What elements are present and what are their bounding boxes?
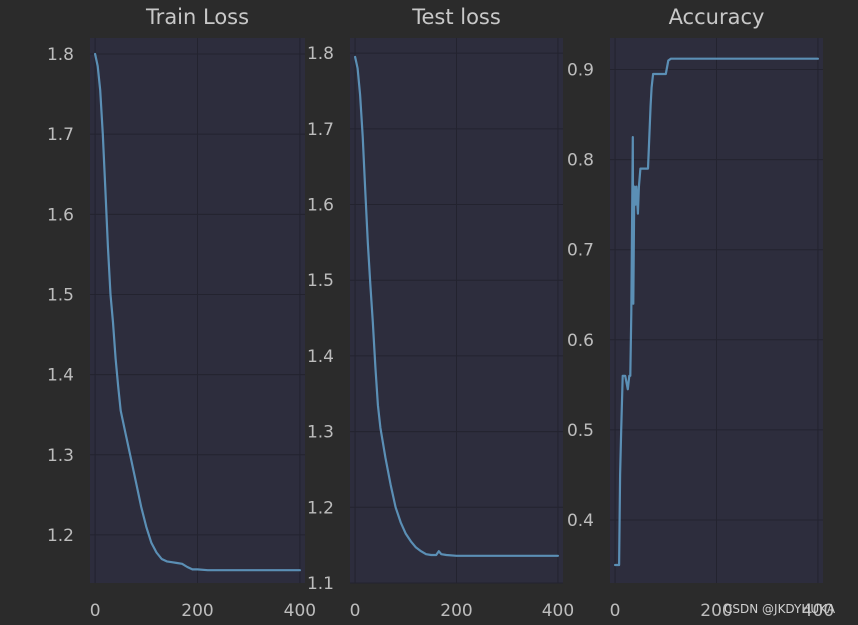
x-tick-label: 400: [802, 601, 834, 621]
x-tick-label: 400: [284, 601, 316, 621]
y-tick-label: 1.4: [307, 347, 334, 367]
y-tick-label: 1.7: [307, 120, 334, 140]
y-tick-label: 1.2: [47, 526, 74, 546]
tick-labels: 1.1 1.2 1.3 1.4 1.5 1.6 1.7 1.8 0 200 400: [307, 44, 574, 621]
y-tick-label: 1.3: [47, 446, 74, 466]
chart-title: Accuracy: [669, 5, 765, 29]
watermark: CSDN @JKDYHUKA: [724, 602, 836, 616]
train-loss-line: [94, 52, 301, 572]
tick-labels: 1.2 1.3 1.4 1.5 1.6 1.7 1.8 0 200 400: [47, 45, 316, 621]
x-tick-label: 0: [610, 601, 621, 621]
y-tick-label: 1.6: [307, 196, 334, 216]
panel-train-loss: 1.2 1.3 1.4 1.5 1.6 1.7 1.8 0 200 400 Train Loss: [47, 5, 316, 621]
y-tick-label: 1.5: [47, 285, 74, 305]
x-tick-label: 200: [440, 601, 472, 621]
x-tick-label: 200: [181, 601, 213, 621]
chart-title: Test loss: [411, 5, 501, 29]
gridlines: [350, 38, 563, 584]
panel-test-loss: 1.1 1.2 1.3 1.4 1.5 1.6 1.7 1.8 0 200 400 Test los…: [307, 5, 574, 621]
panel-accuracy: 0.4 0.5 0.6 0.7 0.8 0.9 0 200 400 Accuracy: [567, 5, 834, 621]
y-tick-label: 1.2: [307, 498, 334, 518]
x-tick-label: 400: [542, 601, 574, 621]
x-tick-label: 0: [350, 601, 361, 621]
y-tick-label: 0.8: [567, 151, 594, 171]
y-tick-label: 1.5: [307, 271, 334, 291]
y-tick-label: 0.7: [567, 241, 594, 261]
y-tick-label: 1.7: [47, 125, 74, 145]
accuracy-line: [614, 57, 819, 567]
tick-labels: 0.4 0.5 0.6 0.7 0.8 0.9 0 200 400: [567, 61, 834, 621]
y-tick-label: 0.5: [567, 421, 594, 441]
y-tick-label: 1.8: [307, 44, 334, 64]
y-tick-label: 0.4: [567, 511, 594, 531]
x-tick-label: 0: [90, 601, 101, 621]
y-tick-label: 1.1: [307, 574, 334, 594]
gridlines: [610, 38, 823, 583]
x-tick-label: 200: [700, 601, 732, 621]
y-tick-label: 1.4: [47, 366, 74, 386]
y-tick-label: 0.9: [567, 61, 594, 81]
y-tick-label: 0.6: [567, 331, 594, 351]
chart-title: Train Loss: [145, 5, 249, 29]
gridlines: [90, 38, 305, 583]
test-loss-line: [354, 55, 559, 557]
y-tick-label: 1.3: [307, 423, 334, 443]
y-tick-label: 1.6: [47, 205, 74, 225]
y-tick-label: 1.8: [47, 45, 74, 65]
